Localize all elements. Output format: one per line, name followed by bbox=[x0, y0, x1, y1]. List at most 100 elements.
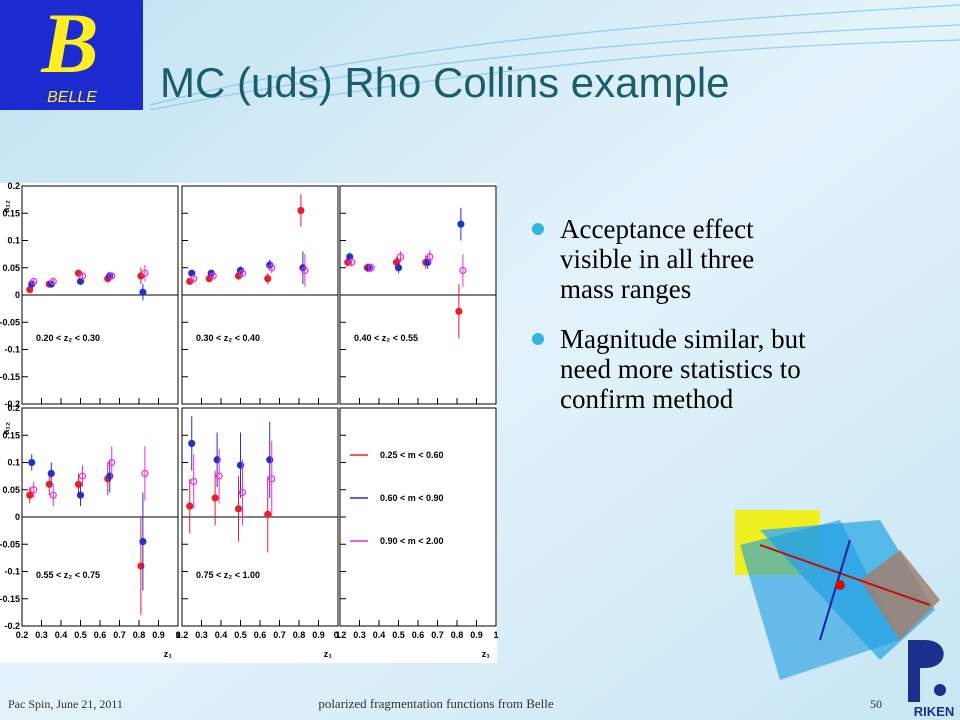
point bbox=[108, 458, 116, 467]
y-tick-label: -0.15 bbox=[0, 372, 20, 382]
y-tick-label: 0.2 bbox=[7, 403, 20, 413]
y-tick-label: -0.05 bbox=[0, 317, 20, 327]
x-tick-label: 0.4 bbox=[55, 630, 68, 640]
point bbox=[211, 494, 219, 502]
x-tick-label: 0.2 bbox=[334, 630, 347, 640]
x-tick-label: 1 bbox=[175, 630, 180, 640]
y-tick-label: 0.1 bbox=[7, 458, 20, 468]
y-tick-label: 0 bbox=[15, 290, 20, 300]
legend-label: 0.90 < m < 2.00 bbox=[380, 536, 444, 546]
point bbox=[238, 488, 247, 497]
bullet-dot bbox=[532, 223, 544, 235]
bullet-text: Acceptance effect visible in all three mas… bbox=[560, 214, 754, 304]
point bbox=[108, 272, 116, 280]
logo-letter: B bbox=[40, 0, 98, 91]
point bbox=[238, 269, 247, 277]
x-axis-label: z₁ bbox=[164, 649, 173, 659]
x-tick-label: 0.6 bbox=[94, 630, 107, 640]
point bbox=[76, 491, 85, 499]
belle-logo bbox=[0, 0, 143, 110]
y-tick-label: 0 bbox=[15, 512, 20, 522]
x-tick-label: 0.4 bbox=[373, 630, 386, 640]
point bbox=[268, 264, 276, 272]
point bbox=[141, 269, 149, 277]
y-tick-label: 0.2 bbox=[7, 181, 20, 191]
point bbox=[268, 475, 276, 483]
point bbox=[297, 206, 305, 215]
x-tick-label: 0.6 bbox=[412, 630, 425, 640]
x-tick-label: 0.2 bbox=[176, 630, 189, 640]
point bbox=[188, 439, 196, 448]
point bbox=[78, 272, 87, 280]
x-tick-label: 0.9 bbox=[152, 630, 165, 640]
x-tick-label: 0.9 bbox=[470, 630, 483, 640]
y-tick-label: -0.2 bbox=[4, 399, 20, 409]
title: MC (uds) Rho Collins example bbox=[160, 59, 730, 106]
x-tick-label: 0.3 bbox=[195, 630, 208, 640]
point bbox=[264, 510, 272, 518]
x-axis-label: z₁ bbox=[324, 649, 333, 659]
y-tick-label: -0.15 bbox=[0, 594, 20, 604]
bullet-text: Magnitude similar, but need more statisti… bbox=[560, 324, 806, 414]
x-tick-label: 0.7 bbox=[431, 630, 444, 640]
x-axis-label: z₁ bbox=[482, 649, 491, 659]
x-tick-label: 0.3 bbox=[35, 630, 48, 640]
point bbox=[28, 458, 36, 467]
point bbox=[30, 486, 38, 494]
point bbox=[457, 220, 465, 228]
point bbox=[234, 505, 243, 513]
plot-area bbox=[0, 183, 497, 663]
point bbox=[47, 469, 55, 477]
legend-label: 0.25 < m < 0.60 bbox=[380, 450, 444, 460]
page-number: 50 bbox=[870, 697, 882, 711]
point bbox=[459, 266, 467, 275]
panel-label: 0.40 < z₂ < 0.55 bbox=[354, 333, 418, 343]
point bbox=[26, 491, 34, 499]
point bbox=[49, 277, 57, 285]
y-tick-label: 0.05 bbox=[2, 485, 20, 495]
legend-label: 0.60 < m < 0.90 bbox=[380, 493, 444, 503]
y-tick-label: 0.15 bbox=[2, 430, 20, 440]
x-tick-label: 0.7 bbox=[273, 630, 286, 640]
x-tick-label: 0.8 bbox=[133, 630, 146, 640]
x-tick-label: 0.5 bbox=[234, 630, 247, 640]
panel-label: 0.55 < z₂ < 0.75 bbox=[36, 570, 100, 580]
point bbox=[396, 253, 405, 261]
y-axis-label: a₁₂ bbox=[1, 422, 11, 435]
point bbox=[264, 275, 272, 283]
y-tick-label: -0.05 bbox=[0, 539, 20, 549]
x-tick-label: 0.5 bbox=[392, 630, 405, 640]
plot: -0.2 -0.15 -0.1 -0.05 0 0.05 0.1 0.15 0.2 0.20 < … bbox=[0, 181, 499, 659]
riken-logo: RIKEN bbox=[908, 640, 954, 719]
point bbox=[190, 477, 198, 486]
point bbox=[301, 266, 309, 275]
x-tick-label: 0.4 bbox=[215, 630, 228, 640]
y-axis-label: a₁₂ bbox=[1, 200, 11, 213]
x-tick-label: 0.3 bbox=[353, 630, 366, 640]
y-tick-label: -0.1 bbox=[4, 345, 20, 355]
x-tick-label: 0.2 bbox=[16, 630, 29, 640]
y-tick-label: 0.05 bbox=[2, 263, 20, 273]
point bbox=[394, 264, 403, 272]
footer-left: Pac Spin, June 21, 2011 bbox=[8, 697, 123, 711]
point bbox=[367, 264, 375, 272]
x-tick-label: 0.6 bbox=[254, 630, 267, 640]
panel-label: 0.75 < z₂ < 1.00 bbox=[196, 570, 260, 580]
point bbox=[186, 502, 194, 510]
point bbox=[215, 472, 223, 480]
point bbox=[455, 307, 463, 315]
point bbox=[190, 275, 198, 283]
x-tick-label: 1 bbox=[493, 630, 498, 640]
bullets: Acceptance effect visible in all three mas… bbox=[532, 214, 806, 414]
panel-label: 0.20 < z₂ < 0.30 bbox=[36, 333, 100, 343]
x-tick-label: 0.5 bbox=[74, 630, 87, 640]
point bbox=[426, 253, 434, 261]
x-tick-label: 0.8 bbox=[293, 630, 306, 640]
bullet-dot bbox=[532, 333, 544, 345]
point bbox=[30, 277, 38, 285]
x-tick-label: 0.8 bbox=[451, 630, 464, 640]
y-tick-label: 0.15 bbox=[2, 208, 20, 218]
point bbox=[348, 258, 356, 266]
y-tick-label: -0.2 bbox=[4, 621, 20, 631]
